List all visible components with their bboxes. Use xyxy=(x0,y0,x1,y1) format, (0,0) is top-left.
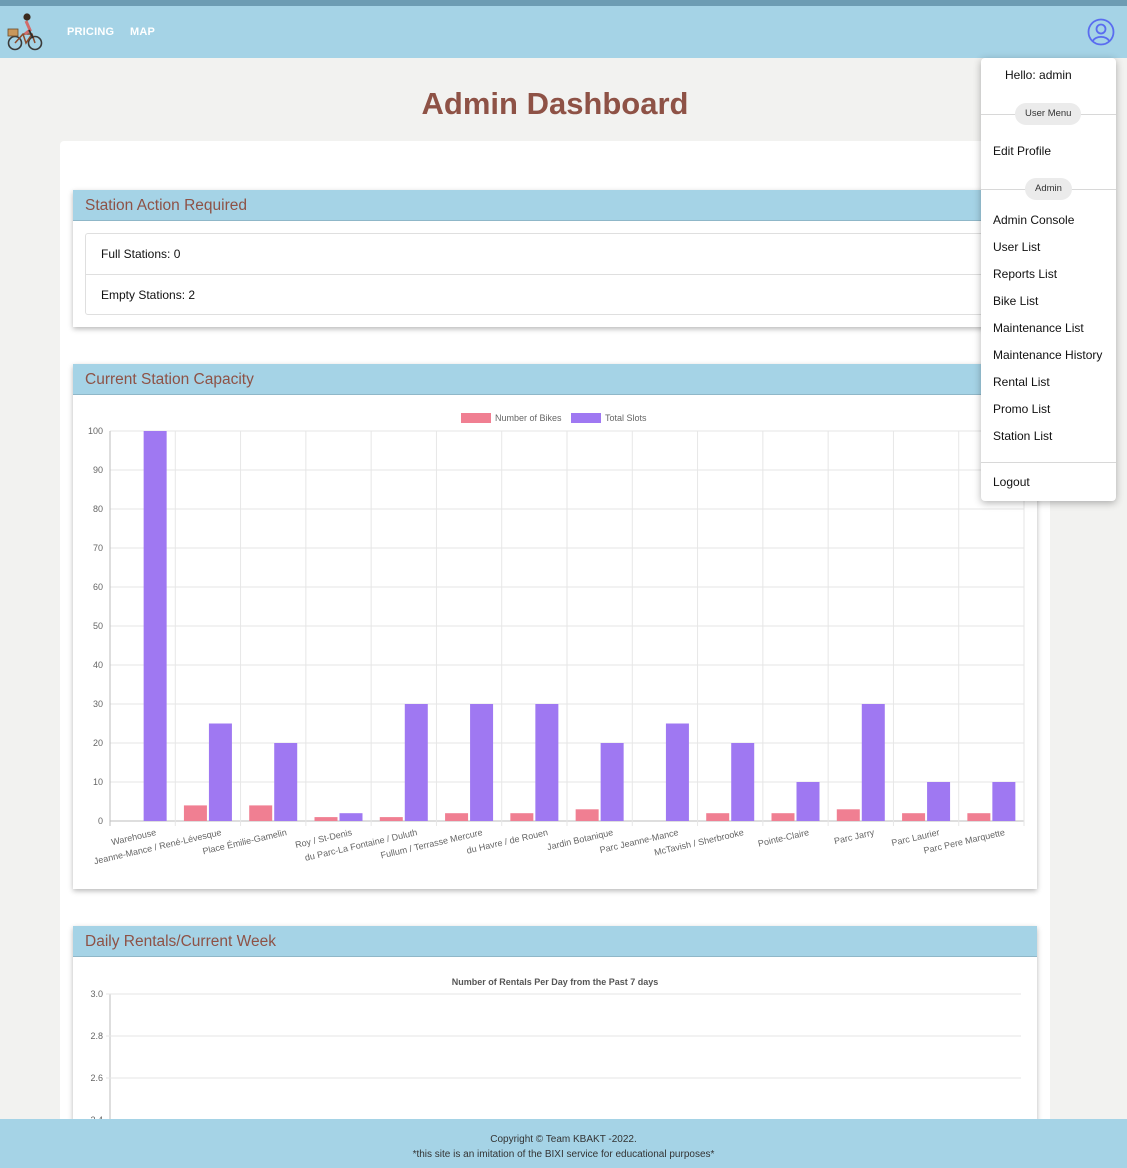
bar-total-slots xyxy=(861,704,885,821)
legend-label: Number of Bikes xyxy=(495,413,562,423)
capacity-grid xyxy=(109,430,1025,826)
menu-item-station-list[interactable]: Station List xyxy=(993,429,1053,443)
navbar: PRICING MAP xyxy=(0,6,1127,58)
capacity-y-tick: 80 xyxy=(93,504,103,514)
capacity-y-tick: 90 xyxy=(93,465,103,475)
capacity-x-label: Parc Jarry xyxy=(833,827,876,846)
rentals-y-ticks: 3.02.82.62.4 xyxy=(90,989,103,1125)
station-action-card: Station Action Required Full Stations: 0… xyxy=(73,190,1037,327)
empty-stations-item: Empty Stations: 2 xyxy=(86,274,1024,314)
menu-greeting: Hello: admin xyxy=(1005,68,1072,82)
bar-total-slots xyxy=(665,723,689,821)
menu-item-bike-list[interactable]: Bike List xyxy=(993,294,1039,308)
bar-total-slots xyxy=(927,782,951,821)
capacity-y-tick: 100 xyxy=(88,426,103,436)
rentals-card: Daily Rentals/Current Week Number of Ren… xyxy=(73,926,1037,1156)
bar-number-of-bikes xyxy=(379,817,403,821)
bar-total-slots xyxy=(208,723,232,821)
bar-number-of-bikes xyxy=(183,805,207,821)
bar-total-slots xyxy=(796,782,820,821)
legend-swatch xyxy=(571,413,601,423)
bar-total-slots xyxy=(339,813,363,821)
capacity-y-tick: 10 xyxy=(93,777,103,787)
rentals-y-tick: 2.6 xyxy=(90,1073,103,1083)
rentals-y-tick: 2.8 xyxy=(90,1031,103,1041)
page-title: Admin Dashboard xyxy=(421,86,689,121)
capacity-y-ticks: 0 10 20 30 40 50 60 70 80 90 100 xyxy=(88,426,103,826)
capacity-y-tick: 40 xyxy=(93,660,103,670)
bike-logo-icon[interactable] xyxy=(6,12,44,52)
menu-item-reports-list[interactable]: Reports List xyxy=(993,267,1058,281)
bar-total-slots xyxy=(600,743,624,821)
menu-item-edit-profile[interactable]: Edit Profile xyxy=(993,144,1052,158)
bar-number-of-bikes xyxy=(706,813,730,821)
rentals-chart-title: Number of Rentals Per Day from the Past … xyxy=(452,977,659,987)
bar-number-of-bikes xyxy=(771,813,795,821)
capacity-y-tick: 50 xyxy=(93,621,103,631)
capacity-card: Current Station Capacity 0 10 20 30 40 50 60 70… xyxy=(73,364,1037,889)
legend-swatch xyxy=(461,413,491,423)
station-action-header: Station Action Required xyxy=(73,190,1037,221)
bar-total-slots xyxy=(274,743,298,821)
capacity-y-tick: 0 xyxy=(98,816,103,826)
menu-item-admin-console[interactable]: Admin Console xyxy=(993,213,1075,227)
capacity-x-label: Pointe-Claire xyxy=(757,827,810,848)
capacity-y-tick: 20 xyxy=(93,738,103,748)
station-action-list: Full Stations: 0 Empty Stations: 2 xyxy=(85,233,1025,315)
user-avatar-icon[interactable] xyxy=(1087,18,1115,46)
capacity-y-tick: 60 xyxy=(93,582,103,592)
nav-link-pricing[interactable]: PRICING xyxy=(67,26,115,38)
capacity-chart: 0 10 20 30 40 50 60 70 80 90 100 WarehouseJeanne-M… xyxy=(88,413,1025,866)
menu-item-promo-list[interactable]: Promo List xyxy=(993,402,1051,416)
footer-copyright: Copyright © Team KBAKT -2022. xyxy=(490,1134,637,1145)
menu-item-maintenance-history[interactable]: Maintenance History xyxy=(993,348,1103,362)
bar-number-of-bikes xyxy=(510,813,534,821)
bar-total-slots xyxy=(470,704,494,821)
user-dropdown-menu: Hello: admin User Menu Edit Profile Admi… xyxy=(981,58,1116,501)
bar-total-slots xyxy=(992,782,1016,821)
bar-total-slots xyxy=(404,704,428,821)
rentals-header: Daily Rentals/Current Week xyxy=(73,926,1037,957)
capacity-legend: Number of Bikes Total Slots xyxy=(461,413,647,423)
legend-label: Total Slots xyxy=(605,413,647,423)
user-menu-chip: User Menu xyxy=(1015,103,1082,125)
nav-link-map[interactable]: MAP xyxy=(130,26,156,38)
capacity-y-tick: 70 xyxy=(93,543,103,553)
menu-item-user-list[interactable]: User List xyxy=(993,240,1041,254)
bar-number-of-bikes xyxy=(836,809,860,821)
bar-number-of-bikes xyxy=(249,805,273,821)
menu-item-maintenance-list[interactable]: Maintenance List xyxy=(993,321,1084,335)
menu-item-logout[interactable]: Logout xyxy=(993,475,1030,489)
bar-number-of-bikes xyxy=(902,813,926,821)
admin-menu-chip: Admin xyxy=(1025,178,1072,200)
capacity-bars xyxy=(143,431,1016,821)
menu-item-rental-list[interactable]: Rental List xyxy=(993,375,1050,389)
bar-number-of-bikes xyxy=(445,813,469,821)
bar-number-of-bikes xyxy=(314,817,338,821)
top-stripe xyxy=(0,0,1127,6)
bar-total-slots xyxy=(535,704,559,821)
rentals-y-tick: 3.0 xyxy=(90,989,103,999)
full-stations-item: Full Stations: 0 xyxy=(101,247,181,261)
bar-number-of-bikes xyxy=(967,813,991,821)
capacity-header: Current Station Capacity xyxy=(73,364,1037,395)
footer: Copyright © Team KBAKT -2022. *this site… xyxy=(0,1119,1127,1168)
capacity-y-tick: 30 xyxy=(93,699,103,709)
bar-total-slots xyxy=(731,743,755,821)
bar-number-of-bikes xyxy=(575,809,599,821)
footer-disclaimer: *this site is an imitation of the BIXI s… xyxy=(412,1149,715,1160)
bar-total-slots xyxy=(143,431,167,821)
menu-divider xyxy=(981,462,1116,463)
